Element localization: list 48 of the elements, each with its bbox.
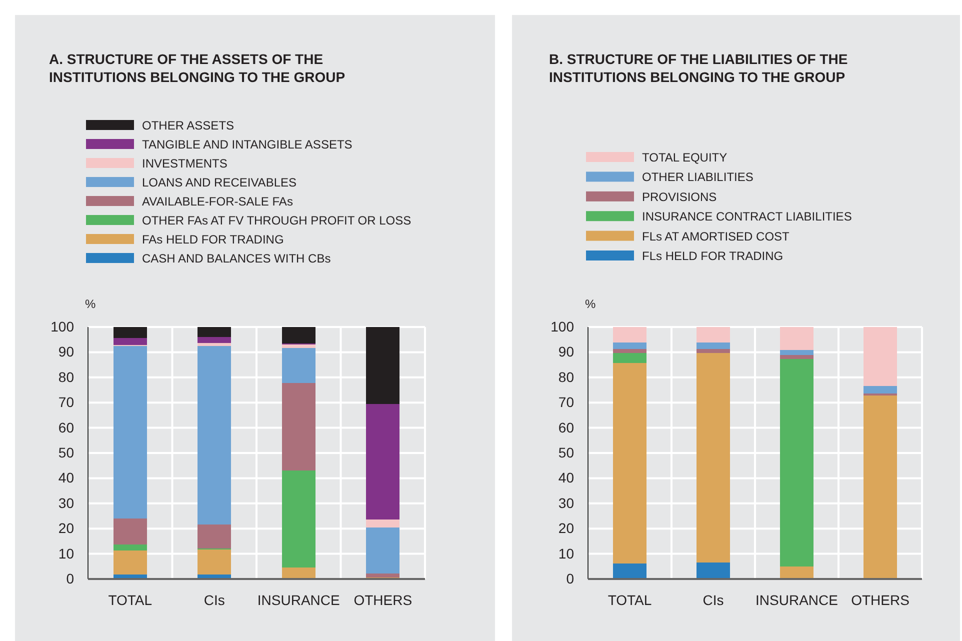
- x-tick-label: OTHERS: [851, 592, 910, 608]
- y-tick-label: 90: [558, 344, 574, 360]
- y-tick-label: 0: [566, 570, 574, 586]
- x-tick-label: INSURANCE: [756, 592, 838, 608]
- legend-label: OTHER LIABILITIES: [642, 170, 754, 184]
- legend-label: INSURANCE CONTRACT LIABILITIES: [642, 210, 852, 224]
- y-tick-label: 40: [58, 470, 74, 486]
- y-tick-label: 80: [58, 368, 74, 385]
- y-tick-label: 20: [558, 520, 574, 536]
- y-axis-title: %: [85, 297, 96, 311]
- y-tick-label: 20: [58, 520, 74, 536]
- y-tick-label: 60: [558, 419, 574, 436]
- legend-label: OTHER ASSETS: [142, 118, 234, 132]
- legend-label: FLs HELD FOR TRADING: [642, 249, 784, 263]
- y-tick-label: 90: [58, 344, 74, 360]
- y-tick-label: 40: [558, 470, 574, 486]
- chart-title: A. STRUCTURE OF THE ASSETS OF THE INSTITUTIONS BELONGING TO THE GROUP: [49, 51, 346, 85]
- y-tick-label: 80: [558, 368, 574, 385]
- legend-label: TOTAL EQUITY: [642, 150, 728, 164]
- x-tick-label: CIs: [204, 592, 225, 608]
- chart-title: B. STRUCTURE OF THE LIABILITIES OF THE INSTITUTIONS BELONGING TO THE GROUP: [549, 51, 848, 85]
- x-tick-label: OTHERS: [354, 592, 412, 608]
- y-tick-label: 100: [550, 318, 574, 334]
- legend-label: FLs AT AMORTISED COST: [642, 229, 790, 244]
- legend-label: OTHER FAs AT FV THROUGH PROFIT OR LOSS: [142, 214, 412, 228]
- legend-label: AVAILABLE-FOR-SALE FAs: [142, 194, 293, 208]
- y-tick-label: 70: [58, 394, 74, 410]
- legend-label: FAs HELD FOR TRADING: [142, 232, 284, 246]
- legend-label: INVESTMENTS: [142, 156, 228, 170]
- y-tick-label: 10: [558, 545, 574, 562]
- y-tick-label: 60: [58, 419, 74, 436]
- x-tick-label: TOTAL: [608, 592, 652, 608]
- y-tick-label: 100: [50, 318, 74, 334]
- y-tick-label: 50: [58, 444, 74, 460]
- y-axis-title: %: [585, 297, 596, 311]
- y-tick-label: 0: [66, 570, 74, 586]
- legend-label: LOANS AND RECEIVABLES: [142, 176, 296, 190]
- x-tick-label: INSURANCE: [257, 592, 340, 608]
- legend-label: CASH AND BALANCES WITH CBs: [142, 252, 331, 266]
- legend-label: TANGIBLE AND INTANGIBLE ASSETS: [142, 138, 352, 152]
- y-tick-label: 70: [558, 394, 574, 410]
- legend-label: PROVISIONS: [642, 190, 717, 204]
- x-tick-label: TOTAL: [108, 592, 152, 608]
- y-tick-label: 30: [558, 494, 574, 511]
- x-tick-label: CIs: [702, 592, 724, 608]
- y-tick-label: 30: [58, 494, 74, 511]
- y-tick-label: 50: [558, 444, 574, 460]
- y-tick-label: 10: [58, 545, 74, 562]
